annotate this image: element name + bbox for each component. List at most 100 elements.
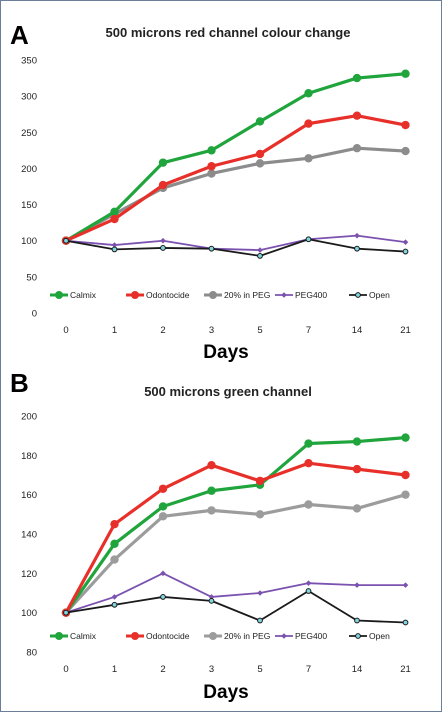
series-open: [63, 588, 409, 626]
series-line: [64, 436, 406, 614]
panel-letter: A: [10, 20, 29, 50]
legend-marker: [355, 633, 361, 639]
legend-item: PEG400: [275, 290, 327, 300]
legend-item: Odontocide: [126, 290, 190, 300]
legend: Calmix Odontocide 20% in PEG PEG400 Open: [50, 290, 390, 300]
data-point: [158, 158, 168, 167]
series-line: [65, 590, 406, 624]
data-point: [63, 237, 69, 244]
legend-label: Open: [369, 290, 390, 300]
data-point: [255, 149, 265, 159]
legend-label: 20% in PEG: [224, 290, 270, 300]
x-tick-label: 21: [400, 664, 411, 675]
y-tick-label: 200: [21, 164, 37, 175]
data-point: [110, 539, 119, 549]
x-tick-label: 7: [306, 664, 311, 675]
data-point: [402, 619, 409, 626]
x-tick-label: 1: [112, 664, 117, 675]
y-tick-label: 50: [26, 272, 37, 283]
legend-label: Calmix: [70, 290, 97, 300]
data-point: [110, 214, 119, 224]
chart-title: 500 microns green channel: [144, 384, 312, 399]
data-point: [352, 464, 362, 474]
legend-marker: [209, 632, 217, 640]
x-tick-label: 1: [112, 325, 117, 336]
data-point: [110, 519, 119, 529]
data-point: [63, 609, 69, 616]
legend-label: Open: [369, 631, 390, 641]
data-point: [208, 594, 215, 600]
legend-item: 20% in PEG: [204, 290, 270, 300]
series-line: [65, 146, 406, 243]
legend-item: PEG400: [275, 631, 327, 641]
data-point: [255, 117, 265, 126]
data-point: [255, 476, 265, 486]
chart-panel-B: B 500 microns green channel80100120140160…: [10, 368, 411, 703]
data-point: [304, 154, 313, 163]
legend-label: Odontocide: [146, 290, 190, 300]
legend-marker: [355, 292, 361, 298]
data-point: [257, 617, 263, 624]
y-tick-label: 100: [21, 236, 37, 247]
series-20-in-peg: [61, 490, 410, 617]
x-axis-label: Days: [203, 682, 248, 703]
y-tick-label: 150: [21, 200, 37, 211]
chart-title: 500 microns red channel colour change: [106, 25, 351, 40]
series-line: [65, 572, 406, 614]
data-point: [158, 512, 168, 521]
data-point: [160, 237, 166, 244]
y-tick-label: 120: [21, 569, 37, 580]
y-tick-label: 180: [21, 451, 37, 462]
legend-marker: [55, 632, 63, 640]
data-point: [354, 582, 360, 588]
x-tick-label: 21: [400, 325, 411, 336]
x-axis-label: Days: [203, 342, 248, 363]
legend-item: Open: [349, 290, 390, 300]
x-tick-label: 3: [209, 664, 214, 675]
legend: Calmix Odontocide 20% in PEG PEG400 Open: [50, 631, 390, 641]
x-tick-label: 7: [306, 325, 311, 336]
data-point: [352, 437, 362, 446]
data-point: [305, 580, 312, 586]
series-line: [65, 234, 406, 252]
data-point: [304, 439, 313, 448]
series-line: [64, 493, 406, 614]
data-point: [401, 120, 410, 130]
data-point: [402, 582, 409, 588]
legend-marker: [209, 291, 217, 299]
data-point: [208, 597, 215, 604]
data-point: [354, 245, 360, 252]
series-peg400: [63, 570, 409, 616]
data-point: [401, 433, 410, 442]
legend-label: Odontocide: [146, 631, 190, 641]
data-point: [401, 470, 410, 480]
y-tick-label: 140: [21, 530, 37, 541]
data-point: [207, 162, 216, 171]
data-point: [207, 169, 216, 178]
data-point: [257, 590, 263, 596]
data-point: [111, 246, 118, 253]
x-tick-label: 5: [257, 664, 262, 675]
data-point: [255, 159, 265, 168]
data-point: [207, 506, 216, 515]
data-point: [257, 247, 263, 253]
y-tick-label: 300: [21, 92, 37, 103]
data-point: [402, 248, 409, 255]
data-point: [402, 239, 409, 245]
legend-label: PEG400: [295, 290, 327, 300]
y-tick-label: 160: [21, 490, 37, 501]
data-point: [160, 245, 166, 251]
data-point: [304, 459, 313, 468]
data-point: [401, 69, 410, 78]
data-point: [255, 510, 265, 519]
panel-letter: B: [10, 368, 29, 398]
series-line: [64, 461, 406, 614]
x-tick-label: 2: [160, 664, 165, 675]
data-point: [354, 232, 360, 239]
x-tick-label: 14: [352, 664, 363, 675]
legend-marker: [131, 632, 139, 640]
series-odontocide: [61, 111, 410, 245]
data-point: [158, 502, 168, 511]
data-point: [352, 504, 362, 513]
